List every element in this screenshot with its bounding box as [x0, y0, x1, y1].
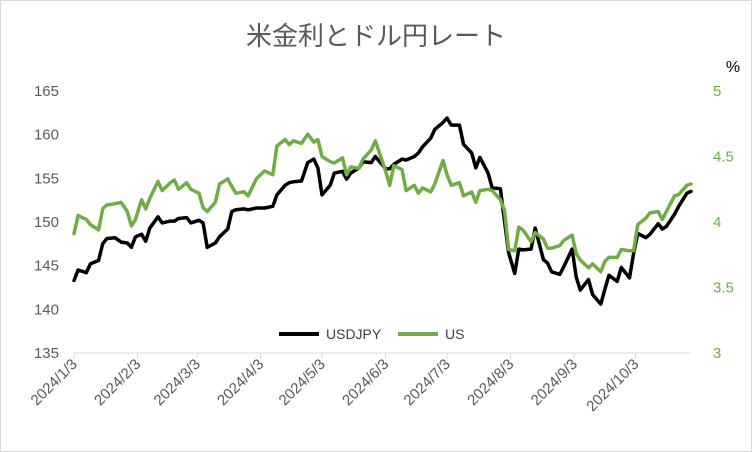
right-tick-label: 5	[713, 83, 721, 100]
left-tick-label: 135	[34, 345, 59, 362]
series-line-us	[72, 132, 693, 274]
legend-label-us: US	[445, 326, 464, 342]
right-tick-label: 4.5	[713, 149, 734, 166]
right-axis-ticks: 3 3.5 4 4.5 5	[713, 83, 734, 362]
legend-label-usdjpy: USDJPY	[326, 326, 382, 342]
x-tick-label: 2024/4/3	[214, 356, 267, 409]
x-tick-label: 2024/2/3	[91, 356, 144, 409]
x-tick-label: 2024/3/3	[151, 356, 204, 409]
right-tick-label: 3	[713, 345, 721, 362]
x-axis-ticks: 2024/1/3 2024/2/3 2024/3/3 2024/4/3 2024/5/3…	[28, 353, 642, 415]
series-layer	[72, 116, 693, 306]
left-axis-ticks: 135 140 145 150 155 160 165	[34, 83, 59, 362]
x-tick-label: 2024/9/3	[528, 356, 581, 409]
x-tick-label: 2024/6/3	[339, 356, 392, 409]
x-tick-label: 2024/8/3	[464, 356, 517, 409]
left-tick-label: 140	[34, 301, 59, 318]
left-tick-label: 155	[34, 170, 59, 187]
x-tick-label: 2024/7/3	[401, 356, 454, 409]
left-tick-label: 145	[34, 258, 59, 275]
right-axis-unit: %	[726, 59, 740, 76]
x-tick-label: 2024/10/3	[583, 356, 642, 415]
series-line-usdjpy	[72, 116, 693, 306]
left-tick-label: 165	[34, 83, 59, 100]
x-tick-label: 2024/1/3	[28, 356, 81, 409]
left-tick-label: 150	[34, 214, 59, 231]
x-tick-label: 2024/5/3	[276, 356, 329, 409]
right-tick-label: 4	[713, 214, 721, 231]
right-tick-label: 3.5	[713, 280, 734, 297]
legend: USDJPY US	[279, 326, 464, 342]
left-tick-label: 160	[34, 127, 59, 144]
chart-title: 米金利とドル円レート	[246, 22, 506, 52]
